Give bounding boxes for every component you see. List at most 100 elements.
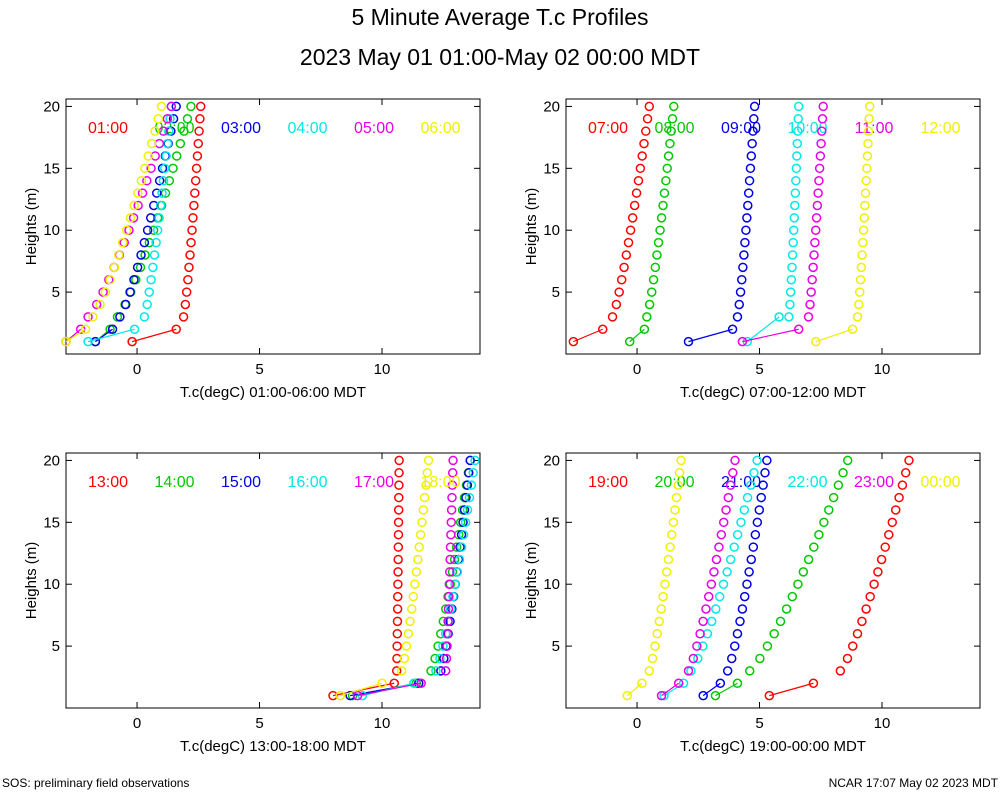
legend-entry: 03:00 — [221, 120, 261, 137]
data-point — [421, 480, 431, 490]
plot-frame — [565, 452, 981, 709]
data-point — [873, 567, 883, 577]
data-point — [150, 151, 161, 161]
data-point — [729, 542, 739, 552]
data-point — [162, 114, 173, 124]
data-point — [191, 163, 202, 174]
data-point — [154, 138, 165, 149]
data-point — [448, 455, 458, 466]
data-point — [444, 579, 455, 589]
x-tick-label: 0 — [633, 361, 641, 378]
plot-frame — [65, 98, 481, 355]
data-point — [146, 274, 156, 285]
data-point — [741, 225, 751, 235]
data-point — [749, 101, 760, 112]
series-1100: 11:00 — [737, 101, 894, 347]
data-point — [711, 554, 722, 565]
data-point — [113, 250, 124, 260]
data-point — [422, 468, 433, 478]
data-point — [725, 480, 736, 490]
data-point — [739, 505, 750, 515]
data-point — [135, 262, 146, 273]
data-point — [666, 126, 676, 136]
data-point — [105, 274, 115, 285]
data-point — [624, 336, 635, 347]
data-point — [811, 213, 822, 223]
data-point — [703, 591, 714, 602]
data-point — [904, 455, 914, 466]
data-point — [814, 175, 824, 186]
data-point — [448, 591, 458, 602]
data-point — [857, 250, 867, 260]
data-point — [392, 628, 403, 639]
data-point — [669, 101, 679, 112]
data-point — [186, 101, 196, 112]
x-tick-label: 10 — [874, 715, 891, 732]
data-point — [393, 579, 403, 589]
data-point — [710, 690, 721, 701]
data-point — [858, 237, 868, 248]
data-point — [393, 591, 403, 602]
x-tick-label: 5 — [255, 715, 263, 732]
data-point — [394, 468, 404, 478]
data-point — [646, 287, 657, 297]
data-point — [739, 250, 749, 260]
data-point — [451, 542, 462, 552]
series-segment — [742, 328, 799, 343]
series-2200: 22:00 — [659, 455, 828, 701]
data-point — [678, 678, 689, 688]
data-point — [352, 690, 363, 701]
data-point — [819, 517, 829, 528]
data-point — [468, 468, 478, 478]
data-point — [676, 455, 686, 466]
data-point — [663, 554, 674, 565]
data-point — [143, 151, 154, 161]
x-axis-label: T.c(degC) 13:00-18:00 MDT — [180, 738, 366, 755]
data-point — [635, 163, 646, 174]
series-0800: 08:00 — [624, 101, 695, 347]
chart-panel-3: 0 5 10 5 10 15 20 T.c(degC) 13:00-18:00 MDT Heig… — [23, 452, 481, 755]
data-point — [160, 163, 170, 174]
data-point — [714, 591, 725, 602]
data-point — [140, 163, 150, 174]
data-point — [660, 579, 670, 589]
data-point — [650, 262, 661, 273]
data-point — [880, 542, 890, 552]
data-point — [701, 604, 711, 614]
series-2300: 23:00 — [656, 455, 894, 701]
legend-entry: 18:00 — [420, 474, 460, 491]
data-point — [737, 604, 748, 614]
data-point — [411, 567, 422, 577]
data-point — [450, 579, 460, 589]
data-point — [144, 237, 155, 248]
y-tick-label: 15 — [543, 514, 560, 531]
y-tick-label: 20 — [43, 452, 60, 469]
data-point — [146, 138, 157, 149]
data-point — [736, 517, 746, 528]
data-point — [179, 126, 189, 136]
data-point — [621, 250, 632, 260]
data-point — [139, 312, 150, 322]
data-point — [803, 312, 814, 322]
legend-entry: 15:00 — [221, 474, 261, 491]
series-0400: 04:00 — [83, 101, 328, 347]
data-point — [447, 492, 457, 503]
data-point — [637, 678, 647, 688]
data-point — [791, 175, 801, 186]
data-point — [894, 492, 904, 503]
series-segment — [131, 328, 177, 343]
data-point — [142, 175, 152, 186]
data-point — [568, 336, 579, 347]
series-1500: 15:00 — [221, 455, 475, 701]
data-point — [438, 641, 448, 651]
data-point — [80, 324, 91, 334]
legend-entry: 04:00 — [287, 120, 327, 137]
x-tick-label: 5 — [755, 715, 763, 732]
data-point — [190, 188, 200, 198]
data-point — [639, 138, 649, 149]
y-tick-label: 5 — [552, 638, 560, 655]
data-point — [754, 505, 765, 515]
data-point — [127, 336, 137, 347]
data-point — [862, 163, 872, 174]
legend-entry: 06:00 — [420, 120, 460, 137]
